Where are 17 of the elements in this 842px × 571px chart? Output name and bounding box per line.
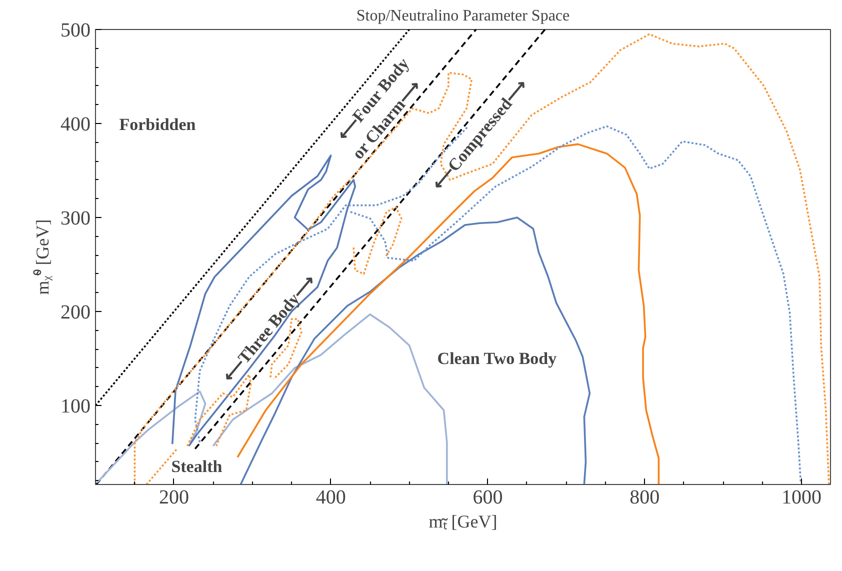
y-tick-label: 300 — [60, 208, 90, 230]
x-axis-title: mₜ̃ [GeV] — [428, 512, 498, 532]
x-tick-label: 400 — [316, 486, 346, 508]
x-tick-label: 200 — [158, 486, 189, 508]
x-tick-label: 800 — [630, 486, 660, 508]
y-tick-label: 400 — [60, 114, 90, 136]
chart-title: Stop/Neutralino Parameter Space — [356, 8, 570, 24]
y-tick-label: 500 — [60, 20, 90, 42]
x-tick-label: 1000 — [781, 486, 822, 508]
line-series — [171, 154, 356, 447]
annotation: Forbidden — [119, 114, 196, 134]
x-tick-label: 600 — [472, 486, 503, 508]
annotation: Stealth — [171, 457, 223, 476]
y-tick-label: 200 — [60, 302, 90, 324]
annotation: Clean Two Body — [437, 349, 558, 368]
y-axis-title: mᵪ̃⁰ [GeV] — [32, 219, 52, 295]
y-tick-label: 100 — [60, 396, 90, 418]
